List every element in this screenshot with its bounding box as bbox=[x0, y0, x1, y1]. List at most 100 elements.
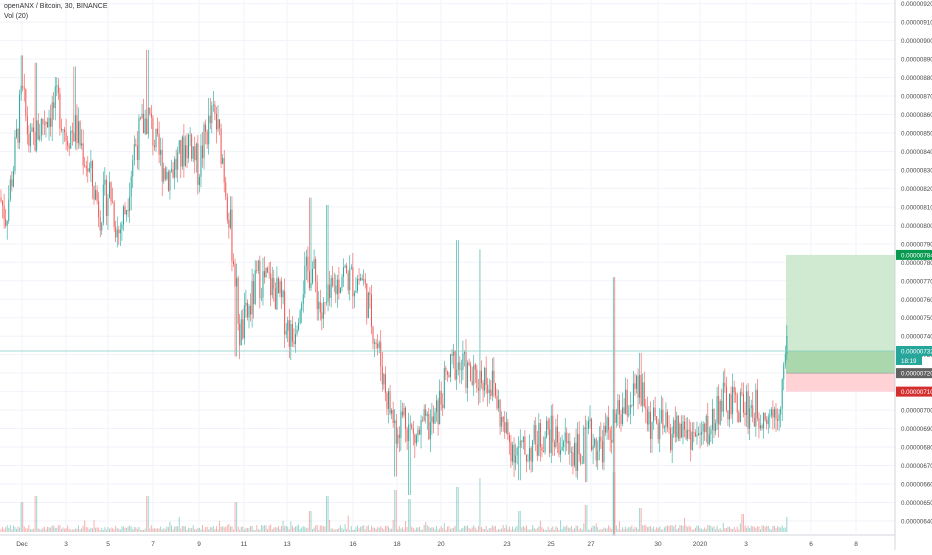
volume-bar bbox=[56, 528, 58, 532]
volume-bar bbox=[51, 525, 53, 532]
candle-body bbox=[180, 140, 182, 167]
target-price-label: 0.00000784 bbox=[901, 252, 932, 259]
candle-body bbox=[710, 429, 712, 435]
volume-bar bbox=[42, 527, 44, 532]
volume-bar bbox=[563, 526, 565, 532]
candle-body bbox=[589, 419, 591, 422]
candle-body bbox=[380, 342, 382, 367]
volume-bar bbox=[267, 529, 269, 532]
candle-body bbox=[704, 423, 706, 433]
candle-body bbox=[719, 400, 721, 425]
candle-body bbox=[408, 424, 410, 442]
volume-bar bbox=[119, 529, 121, 532]
candle-body bbox=[440, 390, 442, 405]
candle-body bbox=[439, 390, 441, 425]
y-tick-label: 0.00000760 bbox=[901, 297, 932, 304]
volume-bar bbox=[3, 529, 5, 532]
x-tick-label: 23 bbox=[503, 541, 511, 548]
candle-body bbox=[315, 259, 317, 282]
candle-body bbox=[493, 370, 495, 384]
candle-body bbox=[718, 396, 720, 425]
volume-bar bbox=[476, 529, 478, 532]
volume-bar bbox=[739, 523, 741, 532]
candle-body bbox=[2, 201, 4, 206]
volume-bar bbox=[625, 526, 627, 532]
candle-body bbox=[711, 409, 713, 430]
volume-bar bbox=[262, 525, 264, 532]
volume-bar bbox=[355, 527, 357, 532]
volume-bar bbox=[781, 525, 783, 532]
volume-bar bbox=[70, 529, 72, 532]
volume-bar bbox=[160, 526, 162, 532]
candle-body bbox=[259, 260, 261, 299]
candle-body bbox=[181, 136, 183, 167]
volume-bar bbox=[96, 527, 98, 532]
stop-zone[interactable] bbox=[786, 373, 895, 392]
volume-bar bbox=[722, 522, 724, 532]
volume-bar bbox=[132, 529, 134, 532]
candle-body bbox=[595, 439, 597, 461]
candle-body bbox=[343, 267, 345, 277]
volume-bar bbox=[20, 502, 22, 532]
volume-bar bbox=[338, 528, 340, 532]
volume-bar bbox=[95, 527, 97, 532]
volume-bar bbox=[691, 529, 693, 532]
volume-bar bbox=[0, 528, 2, 532]
candle-body bbox=[329, 284, 331, 298]
candle-body bbox=[174, 159, 176, 178]
volume-bar bbox=[758, 526, 760, 532]
volume-bar bbox=[129, 525, 131, 532]
volume-bar bbox=[481, 527, 482, 532]
candle-body bbox=[132, 160, 134, 177]
volume-bar bbox=[276, 527, 278, 532]
candle-body bbox=[636, 375, 637, 389]
candle-body bbox=[615, 413, 617, 423]
volume-bar bbox=[702, 529, 704, 532]
candle-body bbox=[752, 405, 754, 418]
volume-bar bbox=[231, 526, 233, 532]
candle-body bbox=[112, 201, 114, 203]
volume-bar bbox=[608, 525, 610, 532]
candle-body bbox=[722, 382, 724, 412]
volume-bar bbox=[217, 529, 219, 532]
candle-body bbox=[566, 432, 568, 444]
volume-bar bbox=[544, 529, 546, 532]
candle-body bbox=[146, 118, 148, 135]
volume-bar bbox=[598, 529, 600, 532]
candle-body bbox=[42, 118, 44, 125]
volume-bar bbox=[397, 529, 399, 532]
candle-body bbox=[637, 375, 639, 398]
volume-bar bbox=[54, 527, 56, 532]
volume-bar bbox=[536, 528, 538, 532]
candle-body bbox=[14, 136, 16, 171]
long-position-tool[interactable] bbox=[786, 254, 895, 392]
volume-bar bbox=[183, 525, 185, 532]
candle-body bbox=[217, 119, 219, 130]
candle-body bbox=[400, 411, 402, 438]
volume-bar bbox=[73, 529, 75, 532]
x-tick-label: 8 bbox=[854, 541, 858, 548]
volume-bar bbox=[657, 528, 659, 532]
volume-bar bbox=[553, 529, 555, 532]
candle-body bbox=[454, 351, 456, 380]
volume-bar bbox=[122, 526, 124, 532]
volume-bar bbox=[161, 529, 163, 532]
volume-bar bbox=[301, 527, 303, 532]
candle-body bbox=[5, 219, 7, 226]
candle-body bbox=[608, 417, 610, 430]
volume-bar bbox=[708, 525, 710, 532]
volume-bar bbox=[451, 528, 453, 532]
candle-body bbox=[229, 209, 231, 228]
candle-body bbox=[412, 428, 414, 434]
volume-bar bbox=[570, 526, 572, 532]
volume-bar bbox=[254, 529, 256, 532]
volume-bar bbox=[628, 527, 630, 532]
volume-bar bbox=[85, 527, 87, 532]
candle-body bbox=[546, 420, 548, 437]
candle-body bbox=[341, 276, 343, 288]
entry-price-label-bg bbox=[896, 368, 932, 379]
candle-body bbox=[285, 330, 287, 335]
volume-bar bbox=[8, 527, 10, 532]
